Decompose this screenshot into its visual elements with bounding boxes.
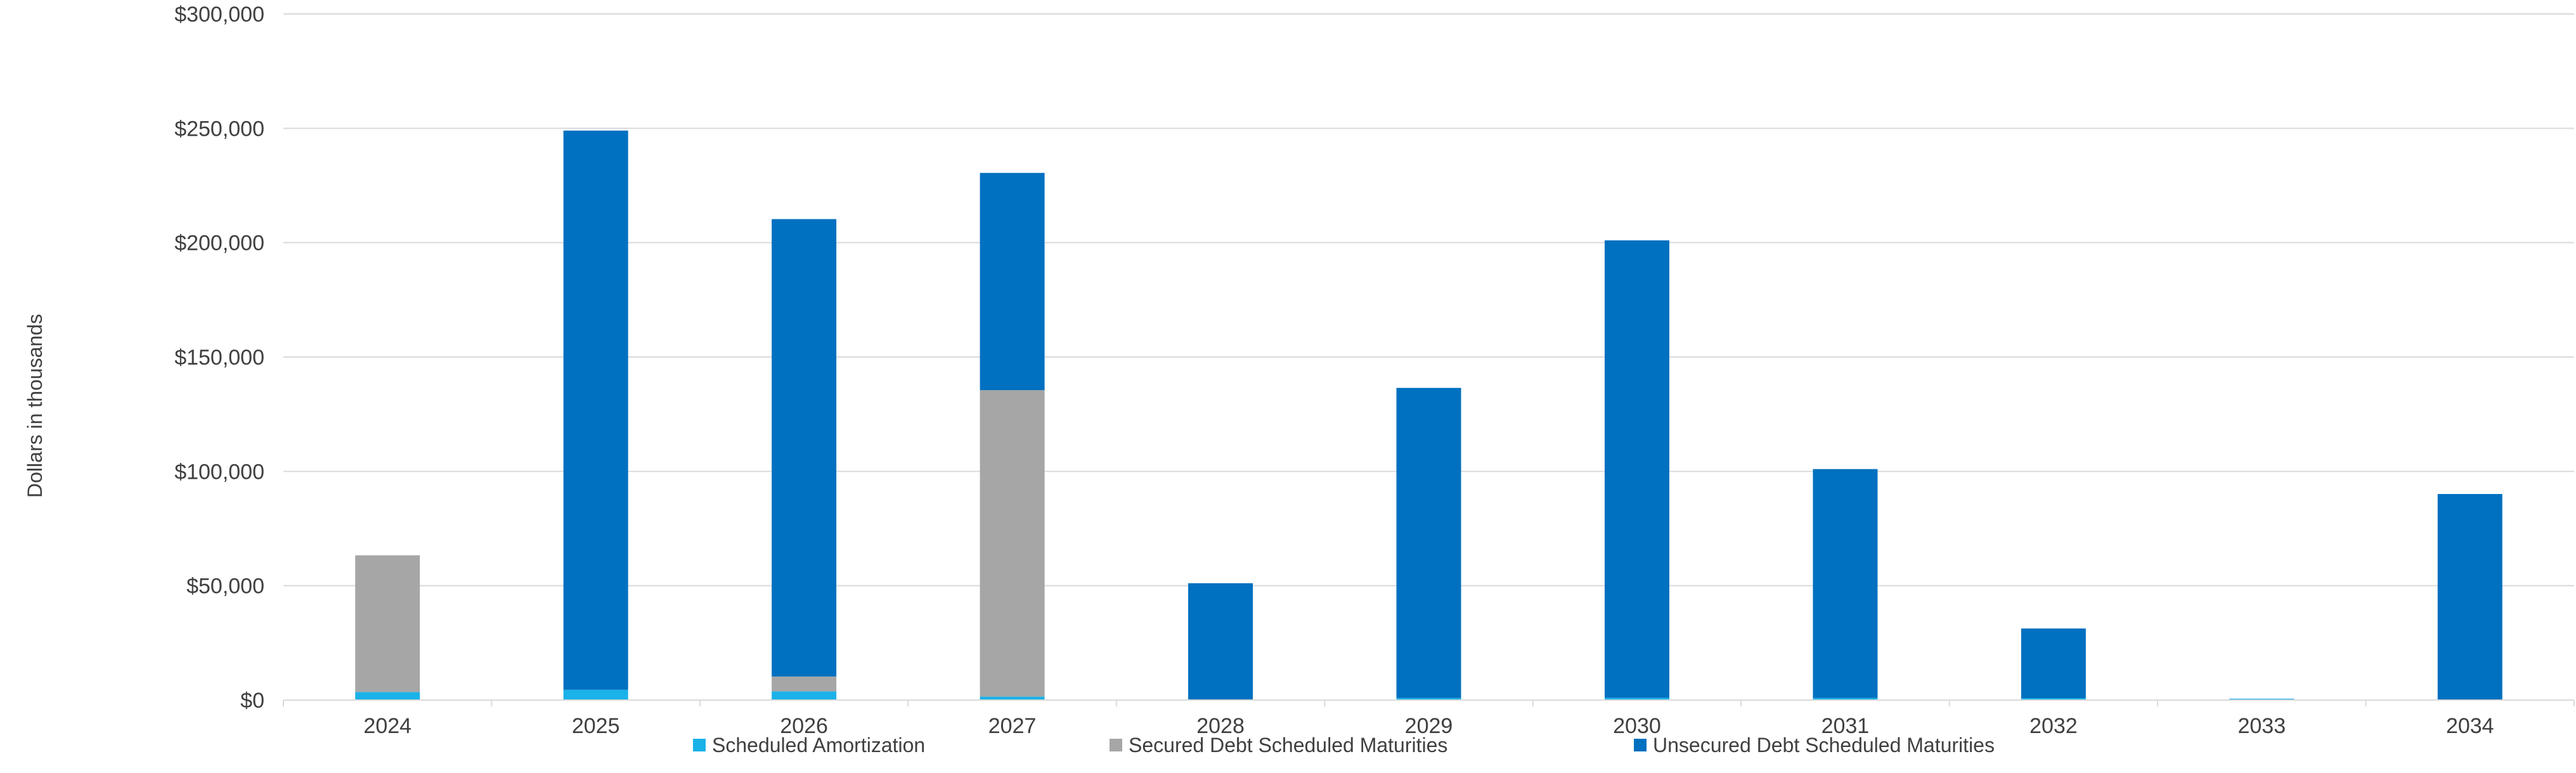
bar-unsecured-debt-scheduled-maturities-2029	[1396, 387, 1461, 698]
bar-scheduled-amortization-2030	[1604, 698, 1669, 700]
bar-scheduled-amortization-2025	[563, 689, 628, 700]
bar-scheduled-amortization-2027	[980, 696, 1045, 700]
x-tick-label: 2033	[2237, 714, 2286, 738]
y-axis-title: Dollars in thousands	[23, 314, 46, 498]
bar-unsecured-debt-scheduled-maturities-2025	[563, 130, 628, 690]
bar-secured-debt-scheduled-maturities-2026	[772, 676, 837, 692]
bar-scheduled-amortization-2032	[2021, 698, 2086, 700]
legend-label: Scheduled Amortization	[712, 734, 925, 757]
x-tick-label: 2034	[2446, 714, 2494, 738]
x-tick-label: 2028	[1196, 714, 1245, 738]
bar-secured-debt-scheduled-maturities-2024	[355, 555, 420, 692]
y-tick-label: $50,000	[186, 575, 264, 599]
bar-unsecured-debt-scheduled-maturities-2028	[1188, 583, 1253, 699]
bar-secured-debt-scheduled-maturities-2027	[980, 390, 1045, 697]
x-tick-label: 2032	[2029, 714, 2078, 738]
x-tick-label: 2027	[988, 714, 1037, 738]
y-axis-title-group: Dollars in thousands	[23, 314, 46, 498]
x-tick-label: 2029	[1405, 714, 1453, 738]
y-tick-label: $150,000	[174, 346, 264, 370]
legend-label: Unsecured Debt Scheduled Maturities	[1653, 734, 1995, 757]
bar-scheduled-amortization-2033	[2229, 698, 2294, 700]
gridlines	[283, 13, 2574, 587]
legend-swatch	[693, 739, 706, 751]
x-tick-label: 2025	[572, 714, 620, 738]
y-tick-label: $300,000	[174, 3, 264, 27]
y-tick-label: $0	[240, 689, 264, 713]
bar-scheduled-amortization-2029	[1396, 698, 1461, 700]
legend: Scheduled Amortization Secured Debt Sched…	[693, 734, 1995, 757]
y-tick-label: $100,000	[174, 460, 264, 484]
x-tick-label: 2024	[363, 714, 411, 738]
x-tick-label: 2031	[1822, 714, 1870, 738]
x-tick-label: 2030	[1613, 714, 1661, 738]
bar-unsecured-debt-scheduled-maturities-2027	[980, 172, 1045, 391]
legend-swatch	[1634, 739, 1647, 751]
legend-swatch	[1110, 739, 1122, 751]
y-axis-ticks: $0 $50,000 $100,000 $150,000 $200,000 $250,00…	[174, 3, 264, 713]
x-axis-ticks: 2024 2025 2026 2027 2028 2029 2030 2031 2032 2033…	[363, 714, 2494, 738]
bar-scheduled-amortization-2026	[772, 691, 837, 700]
bars	[355, 130, 2502, 701]
bar-unsecured-debt-scheduled-maturities-2032	[2021, 628, 2086, 699]
bar-unsecured-debt-scheduled-maturities-2034	[2437, 494, 2502, 700]
y-tick-label: $250,000	[174, 117, 264, 141]
bar-unsecured-debt-scheduled-maturities-2031	[1813, 469, 1878, 698]
bar-unsecured-debt-scheduled-maturities-2030	[1604, 240, 1669, 698]
x-axis	[283, 699, 2575, 706]
bar-scheduled-amortization-2031	[1813, 698, 1878, 700]
legend-label: Secured Debt Scheduled Maturities	[1129, 734, 1447, 757]
x-tick-label: 2026	[780, 714, 828, 738]
bar-scheduled-amortization-2024	[355, 692, 420, 700]
y-tick-label: $200,000	[174, 231, 264, 256]
bar-unsecured-debt-scheduled-maturities-2026	[772, 219, 837, 677]
